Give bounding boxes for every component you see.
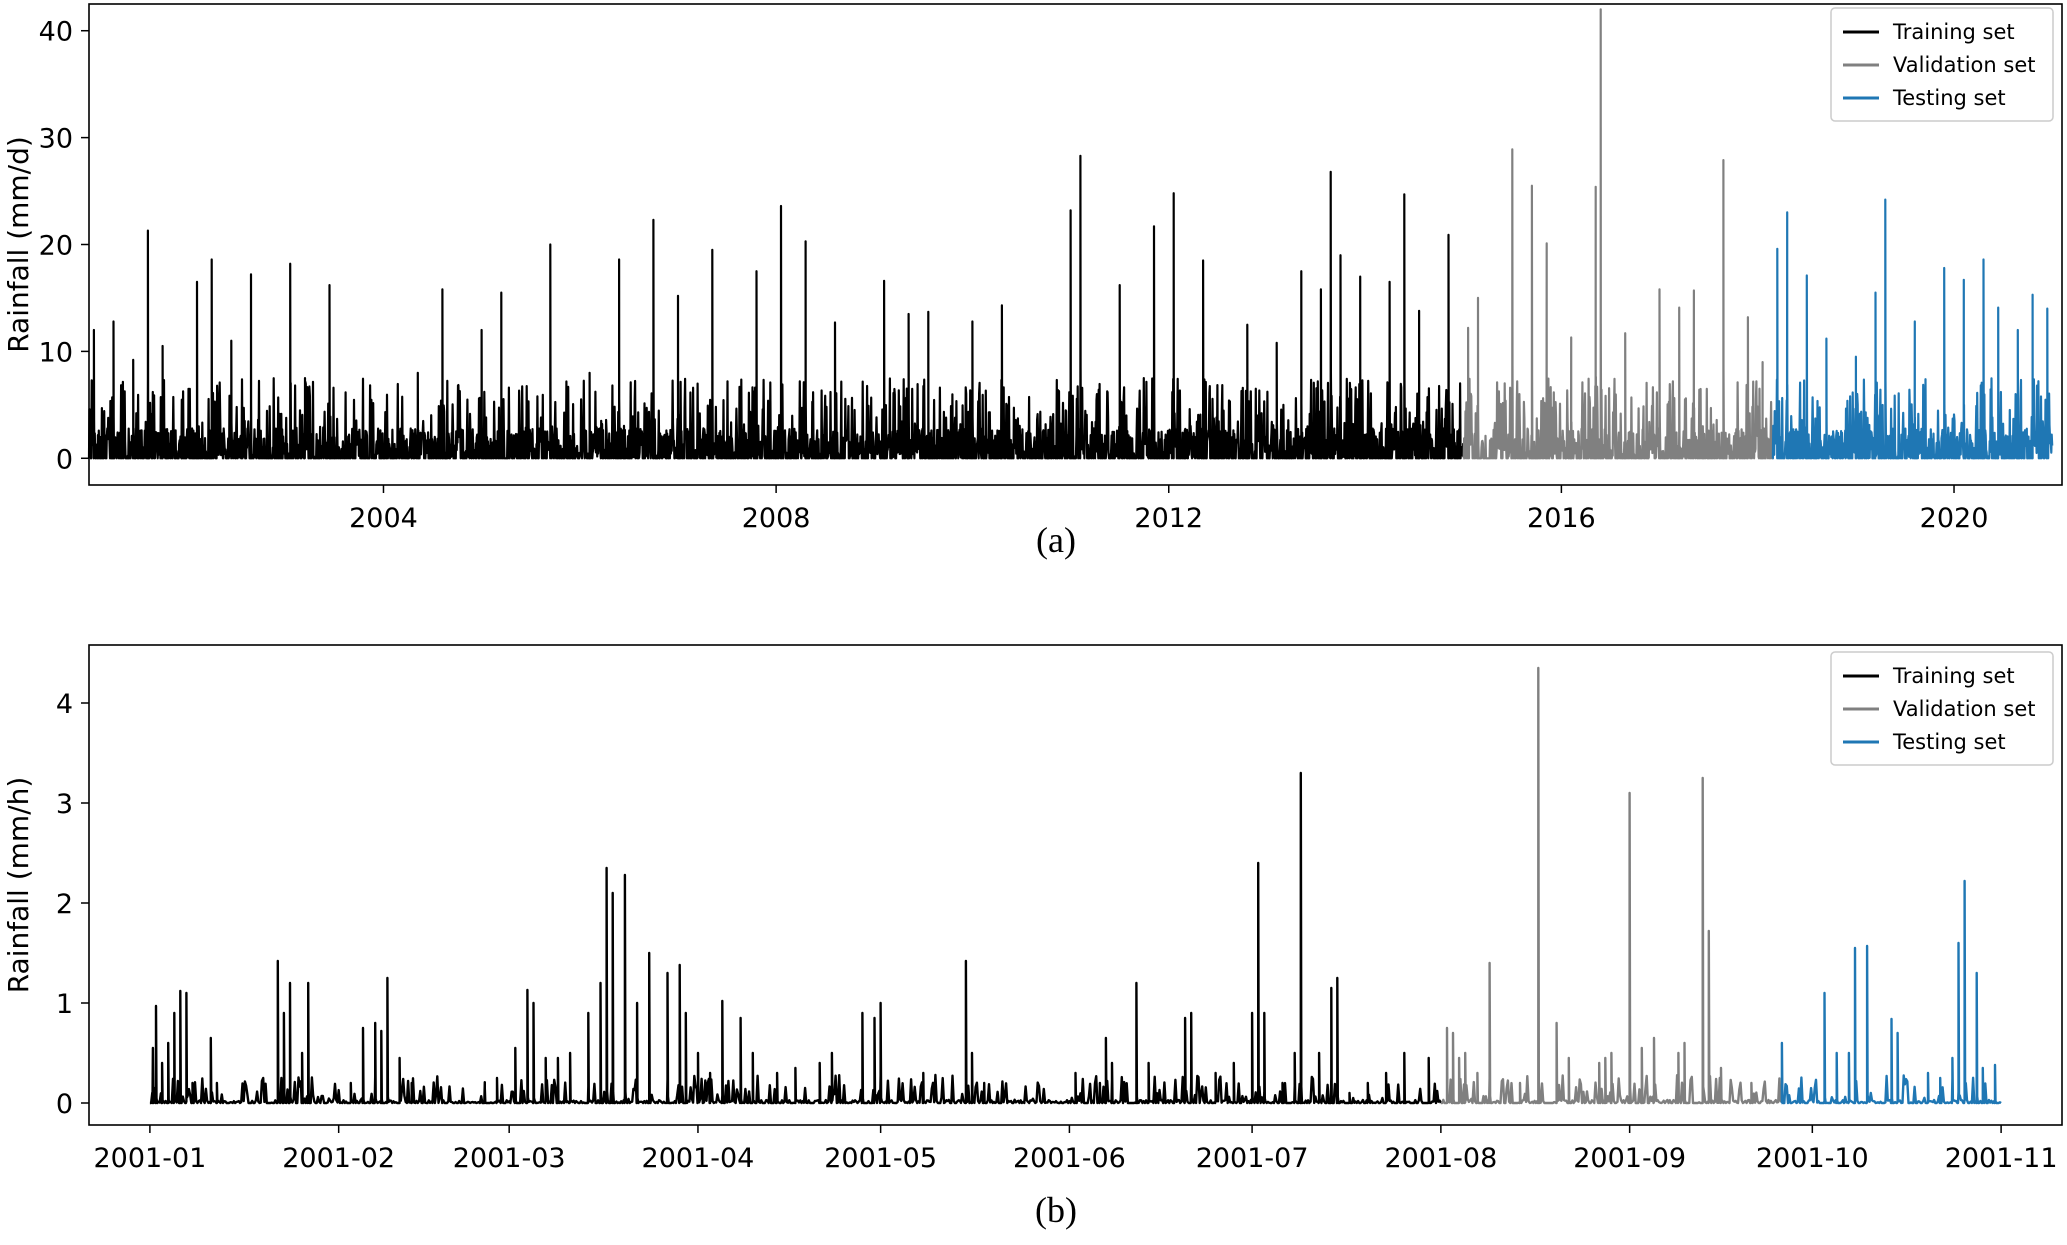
x-tick-label-b: 2001-10 <box>1756 1143 1869 1174</box>
series-line-b-testing-set <box>1780 879 2002 1105</box>
x-tick-label-b: 2001-08 <box>1384 1143 1497 1174</box>
y-tick-label-b: 0 <box>56 1089 73 1120</box>
series-line-b-validation-set <box>1440 666 1783 1105</box>
series-line-b-training-set <box>149 771 1442 1105</box>
x-tick-label-b: 2001-02 <box>282 1143 395 1174</box>
panel-caption-b: (b) <box>1035 1190 1077 1230</box>
x-tick-label-a: 2004 <box>349 503 418 534</box>
x-tick-label-b: 2001-07 <box>1196 1143 1309 1174</box>
legend-label-b-0: Training set <box>1892 664 2015 688</box>
series-line-a-testing-set <box>1771 198 2054 460</box>
legend-label-b-1: Validation set <box>1893 697 2035 721</box>
plot-frame-b <box>88 644 2063 1126</box>
x-tick-label-a: 2020 <box>1920 503 1989 534</box>
y-tick-label-b: 2 <box>56 889 73 920</box>
x-tick-label-b: 2001-11 <box>1945 1143 2058 1174</box>
y-axis-label-b: Rainfall (mm/h) <box>2 777 35 994</box>
y-tick-label-b: 4 <box>56 689 73 720</box>
series-line-a-training-set <box>87 154 1465 460</box>
x-tick-label-b: 2001-03 <box>453 1143 566 1174</box>
x-tick-label-b: 2001-01 <box>93 1143 206 1174</box>
legend-label-b-2: Testing set <box>1892 730 2006 754</box>
legend-box-a <box>1830 7 2054 122</box>
x-tick-label-a: 2016 <box>1527 503 1596 534</box>
series-line-a-validation-set <box>1462 8 1774 460</box>
x-tick-label-a: 2008 <box>742 503 811 534</box>
y-tick-label-a: 20 <box>39 231 73 262</box>
legend-box-b <box>1830 651 2054 766</box>
legend-label-a-2: Testing set <box>1892 86 2006 110</box>
y-tick-label-b: 1 <box>56 989 73 1020</box>
x-tick-label-b: 2001-06 <box>1013 1143 1126 1174</box>
y-tick-label-a: 30 <box>39 124 73 155</box>
y-tick-label-b: 3 <box>56 789 73 820</box>
x-tick-label-b: 2001-09 <box>1573 1143 1686 1174</box>
x-tick-label-b: 2001-05 <box>824 1143 937 1174</box>
legend-label-a-0: Training set <box>1892 20 2015 44</box>
legend-b: Training set Validation set Testing set <box>1830 651 2054 766</box>
y-tick-label-a: 40 <box>39 17 73 48</box>
x-tick-label-a: 2012 <box>1134 503 1203 534</box>
x-tick-label-b: 2001-04 <box>642 1143 755 1174</box>
legend-label-a-1: Validation set <box>1893 53 2035 77</box>
chart-panel-b: 2001-01 2001-02 2001-03 2001-04 2001-05 2001-… <box>2 644 2063 1230</box>
y-tick-label-a: 0 <box>56 444 73 475</box>
chart-panel-a: 2004 2008 2012 2016 2020 0 10 20 30 40 Rainfall (m… <box>2 3 2063 560</box>
legend-a: Training set Validation set Testing set <box>1830 7 2054 122</box>
y-tick-label-a: 10 <box>39 337 73 368</box>
y-axis-label-a: Rainfall (mm/d) <box>2 136 35 353</box>
panel-caption-a: (a) <box>1036 520 1076 560</box>
